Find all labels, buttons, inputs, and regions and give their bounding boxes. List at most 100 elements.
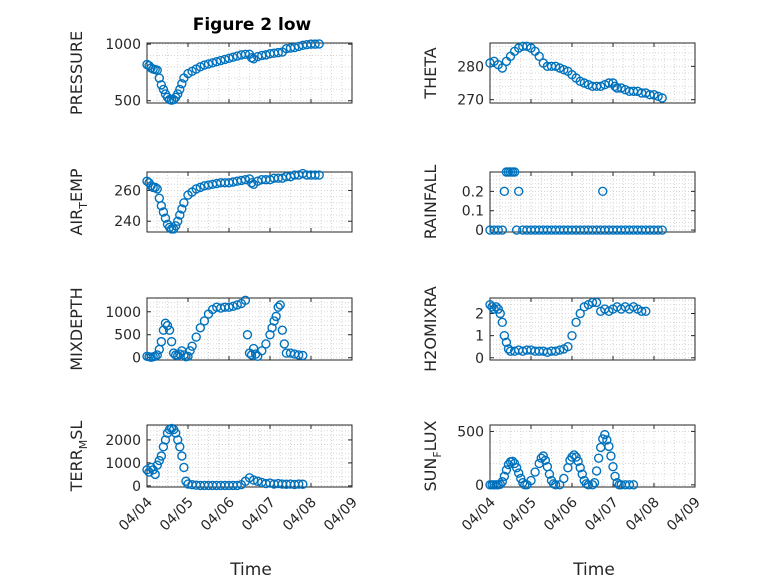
data-point <box>534 51 544 62</box>
data-point <box>501 465 512 475</box>
data-point <box>657 225 667 235</box>
data-point <box>150 182 160 193</box>
data-point <box>604 441 614 452</box>
data-point <box>170 221 181 231</box>
data-point <box>224 53 234 63</box>
data-point <box>275 300 285 310</box>
data-point <box>550 480 561 490</box>
data-point <box>491 302 501 312</box>
data-point <box>649 89 659 100</box>
data-point <box>179 462 189 473</box>
data-point <box>257 346 267 356</box>
x-tick-label: 04/07 <box>582 495 622 535</box>
data-point <box>514 186 524 197</box>
data-point <box>573 456 583 467</box>
x-tick-label: 04/07 <box>239 495 279 535</box>
data-point <box>530 467 540 477</box>
data-point <box>289 42 300 53</box>
data-point <box>199 316 210 326</box>
y-tick-label: 0.2 <box>462 184 484 200</box>
data-point <box>294 350 304 360</box>
x-tick-label: 04/05 <box>157 495 197 535</box>
y-axis-label: RAINFALL <box>421 165 440 240</box>
figure-title: Figure 2 low <box>193 15 312 35</box>
data-point <box>495 308 505 319</box>
x-tick-label: 04/06 <box>198 494 238 534</box>
y-tick-label: 500 <box>114 94 141 110</box>
data-point <box>146 462 156 473</box>
data-point <box>162 320 173 331</box>
y-tick-label: 0 <box>132 351 141 367</box>
y-axis-label: THETA <box>421 47 440 99</box>
data-point <box>559 473 569 484</box>
data-point <box>563 463 573 473</box>
data-point <box>175 210 185 220</box>
subplot-6: 0 1 2 H2OMIXRA <box>421 286 696 372</box>
data-point <box>175 442 185 452</box>
data-point <box>575 308 585 319</box>
y-tick-label: 500 <box>457 424 484 440</box>
subplot-7: 0 1000 2000 04/04 04/05 04/06 04/07 04/08 04/09 T… <box>67 421 361 535</box>
data-point <box>499 186 510 197</box>
data-point <box>228 301 238 311</box>
data-point <box>587 480 598 490</box>
data-point <box>166 336 177 347</box>
data-point <box>526 475 536 486</box>
data-point <box>207 58 218 68</box>
axes-box <box>489 42 696 104</box>
data-point <box>550 61 561 72</box>
data-point <box>154 193 165 203</box>
data-point <box>298 479 308 489</box>
data-point <box>175 84 185 95</box>
y-tick-label: 240 <box>114 214 141 230</box>
x-axis-label-right: Time <box>572 560 615 580</box>
data-point <box>160 213 171 223</box>
data-point <box>152 184 162 194</box>
x-tick-label: 04/05 <box>500 495 540 535</box>
data-point <box>567 452 577 462</box>
data-point <box>567 330 577 341</box>
data-point <box>596 442 606 453</box>
y-tick-label: 1 <box>475 329 484 345</box>
data-point <box>246 350 257 360</box>
x-tick-label: 04/06 <box>541 494 581 534</box>
data-point <box>248 475 259 485</box>
y-axis-label: MIXDEPTH <box>67 287 86 370</box>
data-point <box>606 451 616 461</box>
data-point <box>224 302 234 312</box>
data-point <box>610 471 620 482</box>
data-point <box>497 317 507 328</box>
data-point <box>591 297 602 308</box>
y-tick-label: 500 <box>114 328 141 344</box>
data-point <box>511 225 522 235</box>
data-point <box>195 62 206 72</box>
data-point <box>156 201 167 211</box>
data-point <box>563 342 573 352</box>
data-point <box>216 55 226 66</box>
data-point <box>179 198 189 208</box>
data-point <box>497 225 507 235</box>
data-point <box>294 479 304 489</box>
axes-box <box>146 424 353 488</box>
data-point <box>628 480 639 490</box>
data-point <box>173 89 183 99</box>
data-point <box>187 341 197 351</box>
data-point <box>277 325 287 335</box>
data-point <box>314 170 324 180</box>
y-tick-label: 1000 <box>105 37 141 53</box>
data-point <box>602 435 612 445</box>
y-tick-label: 270 <box>457 93 484 109</box>
data-point <box>154 73 165 83</box>
data-point <box>555 345 565 355</box>
data-point <box>499 330 510 341</box>
data-point <box>314 39 324 49</box>
data-point <box>509 167 520 177</box>
data-point <box>160 318 171 328</box>
data-point <box>657 93 667 103</box>
data-point <box>199 60 210 70</box>
subplot-5: 0 500 1000 MIXDEPTH <box>67 287 353 371</box>
y-tick-label: 2 <box>475 307 484 323</box>
data-point <box>246 178 257 188</box>
data-point <box>555 480 565 490</box>
